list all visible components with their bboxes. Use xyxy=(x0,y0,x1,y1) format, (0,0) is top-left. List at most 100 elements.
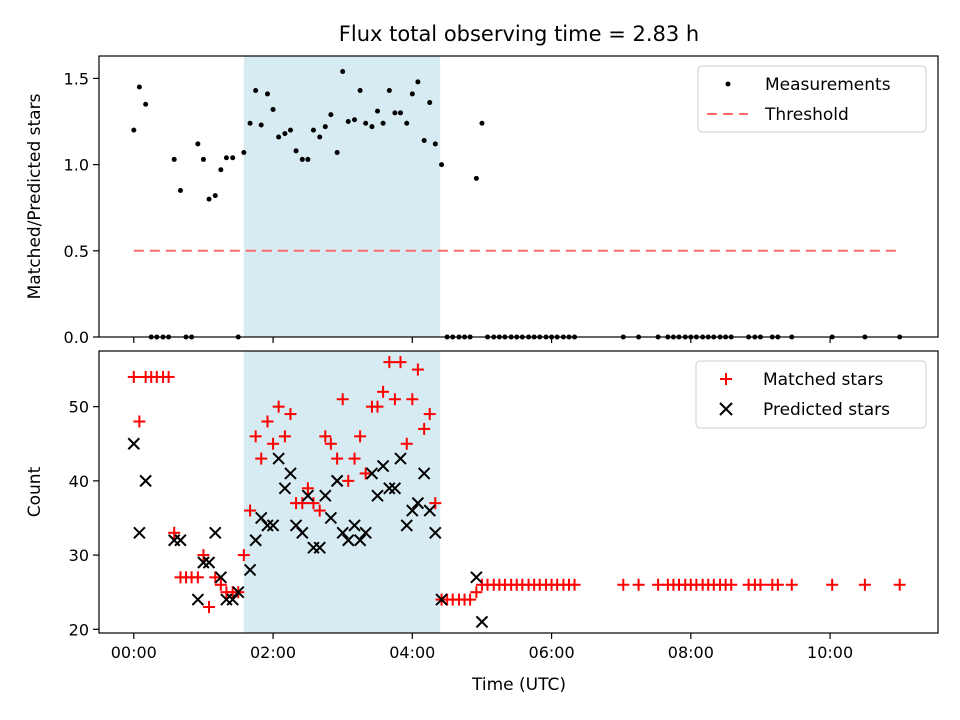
measurement-point xyxy=(409,91,415,97)
matched-star-point xyxy=(632,578,645,591)
predicted-star-point xyxy=(388,482,402,495)
matched-star-point xyxy=(893,578,906,591)
matched-stars-points xyxy=(127,356,906,614)
predicted-star-point xyxy=(406,504,419,517)
measurement-point xyxy=(299,156,305,162)
measurement-point xyxy=(357,87,363,93)
matched-star-point xyxy=(383,356,396,369)
predicted-star-point xyxy=(313,541,326,554)
measurement-point xyxy=(392,110,398,116)
measurement-point xyxy=(352,117,358,123)
measurement-point xyxy=(317,134,323,140)
predicted-star-point xyxy=(417,467,431,480)
legend-measurements-marker xyxy=(725,81,731,87)
predicted-star-point xyxy=(359,526,372,540)
measurement-point xyxy=(276,134,282,140)
matched-star-point xyxy=(464,593,477,606)
predicted-star-point xyxy=(411,496,425,510)
y-tick-label: 0.5 xyxy=(64,242,89,261)
predicted-star-point xyxy=(133,526,146,540)
matched-star-point xyxy=(278,430,291,443)
matched-star-point xyxy=(319,430,332,443)
legend-measurements-label: Measurements xyxy=(765,75,891,95)
matched-star-point xyxy=(418,422,431,435)
predicted-star-point xyxy=(400,519,413,532)
legend-matched-marker xyxy=(720,373,732,385)
ratio-panel-frame xyxy=(98,55,939,338)
matched-star-point xyxy=(423,408,436,421)
measurement-point xyxy=(241,150,247,156)
x-tick-label: 00:00 xyxy=(111,643,157,662)
predicted-star-point xyxy=(232,585,245,599)
matched-star-point xyxy=(771,578,784,591)
measurement-point xyxy=(345,119,351,125)
matched-star-point xyxy=(331,452,344,465)
x-tick-label: 02:00 xyxy=(250,643,296,662)
measurement-point xyxy=(218,167,224,173)
measurement-point xyxy=(473,175,479,181)
predicted-star-point xyxy=(278,482,292,495)
count-legend: Matched stars Predicted stars xyxy=(695,360,927,429)
matched-star-point xyxy=(261,415,274,428)
predicted-star-point xyxy=(243,563,257,577)
count-axis-ticks: 20 30 40 50 xyxy=(69,398,99,639)
predicted-stars-points xyxy=(127,437,489,629)
predicted-star-point xyxy=(342,534,355,547)
matched-star-point xyxy=(858,578,871,591)
matched-star-point xyxy=(406,393,419,406)
matched-star-point xyxy=(348,452,361,465)
y-tick-label: 20 xyxy=(69,620,89,639)
matched-star-point xyxy=(725,578,738,591)
matched-star-point xyxy=(359,467,372,480)
ratio-panel: 0.0 0.5 1.0 1.5 Matched/Predicted stars Mea… xyxy=(25,55,939,347)
predicted-star-point xyxy=(376,459,390,473)
ratio-legend: Measurements Threshold xyxy=(697,65,927,133)
predicted-star-point xyxy=(191,593,205,606)
measurement-point xyxy=(200,156,206,162)
measurement-point xyxy=(206,196,212,202)
measurement-point xyxy=(375,108,381,114)
matched-star-point xyxy=(197,549,210,562)
measurement-point xyxy=(131,127,137,133)
measurement-point xyxy=(432,141,438,147)
predicted-star-point xyxy=(272,452,285,465)
matched-star-point xyxy=(617,578,630,591)
matched-star-point xyxy=(203,601,216,614)
matched-star-point xyxy=(342,474,355,487)
matched-star-point xyxy=(377,385,390,398)
y-tick-label: 40 xyxy=(69,472,89,491)
measurement-point xyxy=(386,87,392,93)
measurement-point xyxy=(177,187,183,193)
measurement-point xyxy=(293,148,299,154)
x-tick-label: 08:00 xyxy=(668,643,714,662)
predicted-star-point xyxy=(301,489,315,502)
measurement-point xyxy=(380,120,386,126)
matched-star-point xyxy=(249,430,262,443)
matched-star-point xyxy=(237,549,250,562)
matched-star-point xyxy=(785,578,798,591)
measurement-point xyxy=(287,127,293,133)
measurement-point xyxy=(230,155,236,161)
matched-star-point xyxy=(301,482,314,495)
predicted-star-point xyxy=(249,534,262,547)
observing-window-shade xyxy=(243,56,441,337)
matched-star-point xyxy=(272,400,285,413)
measurement-point xyxy=(195,141,201,147)
predicted-star-point xyxy=(383,482,396,495)
predicted-star-point xyxy=(284,467,297,480)
predicted-star-point xyxy=(226,593,239,606)
measurement-point xyxy=(369,124,375,130)
measurement-point xyxy=(212,193,218,199)
predicted-star-point xyxy=(296,526,309,540)
measurement-point xyxy=(415,79,421,85)
ratio-y-axis-label: Matched/Predicted stars xyxy=(25,93,45,299)
measurement-point xyxy=(282,131,288,137)
predicted-star-point xyxy=(197,556,210,569)
predicted-star-point xyxy=(371,489,384,502)
matched-star-point xyxy=(826,578,839,591)
measurement-point xyxy=(247,120,253,126)
predicted-star-point xyxy=(429,526,442,540)
measurement-point xyxy=(136,84,142,90)
matched-star-point xyxy=(284,408,297,421)
